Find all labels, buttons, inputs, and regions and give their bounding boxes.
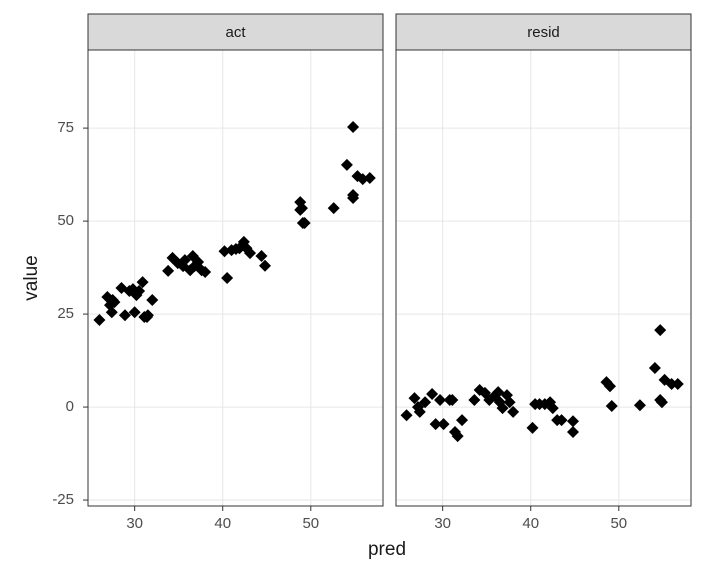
point	[347, 189, 360, 202]
point	[555, 414, 568, 427]
point	[118, 309, 131, 322]
point	[408, 392, 421, 405]
point	[429, 418, 442, 431]
point	[446, 393, 459, 406]
x-tick-label: 50	[610, 515, 627, 532]
panel	[88, 50, 383, 506]
point	[93, 314, 106, 327]
point	[437, 418, 450, 431]
point	[105, 306, 118, 319]
point	[665, 378, 678, 391]
point	[546, 402, 559, 415]
y-axis-title: value	[21, 255, 42, 300]
point	[162, 264, 175, 277]
point	[567, 415, 579, 428]
point	[451, 430, 464, 443]
point	[567, 425, 579, 438]
x-tick-label: 30	[434, 515, 451, 532]
point	[413, 405, 426, 418]
point	[426, 388, 439, 401]
point	[108, 296, 121, 309]
point	[363, 171, 376, 184]
point	[136, 276, 149, 289]
point	[526, 421, 539, 434]
x-tick-label: 50	[302, 515, 319, 532]
y-tick-label: 75	[57, 119, 74, 136]
point	[496, 402, 509, 415]
y-tick-label: -25	[52, 491, 74, 508]
strip-label: act	[225, 24, 246, 41]
point	[327, 202, 340, 215]
point	[503, 396, 516, 409]
panel-border	[87, 49, 384, 507]
y-tick-label: 25	[57, 305, 74, 322]
point	[298, 216, 311, 229]
point	[294, 203, 307, 216]
x-axis-title: pred	[368, 539, 406, 560]
point	[199, 266, 212, 279]
x-tick-label: 40	[522, 515, 539, 532]
x-tick-label: 30	[126, 515, 143, 532]
point	[221, 272, 234, 284]
point	[419, 396, 432, 409]
panel	[396, 50, 691, 506]
point	[178, 254, 191, 267]
point	[507, 405, 520, 418]
point	[340, 158, 353, 171]
point	[133, 285, 146, 298]
point	[400, 409, 413, 422]
point	[671, 378, 684, 391]
point	[259, 259, 271, 272]
panel-border	[395, 49, 692, 507]
point	[603, 380, 616, 393]
point	[255, 250, 268, 263]
point	[244, 247, 257, 260]
point	[648, 362, 661, 375]
point	[434, 393, 447, 406]
strip	[87, 13, 384, 51]
y-tick-label: 0	[66, 398, 74, 415]
point	[128, 306, 141, 319]
point	[456, 414, 469, 427]
x-tick-label: 40	[214, 515, 231, 532]
point	[605, 399, 618, 412]
point	[146, 293, 159, 306]
strip-label: resid	[527, 24, 560, 41]
point	[468, 393, 481, 406]
point	[654, 324, 667, 337]
point	[141, 309, 154, 322]
point	[347, 120, 360, 133]
y-tick-label: 50	[57, 212, 74, 229]
point	[655, 396, 668, 409]
point	[633, 399, 646, 412]
strip	[395, 13, 692, 51]
